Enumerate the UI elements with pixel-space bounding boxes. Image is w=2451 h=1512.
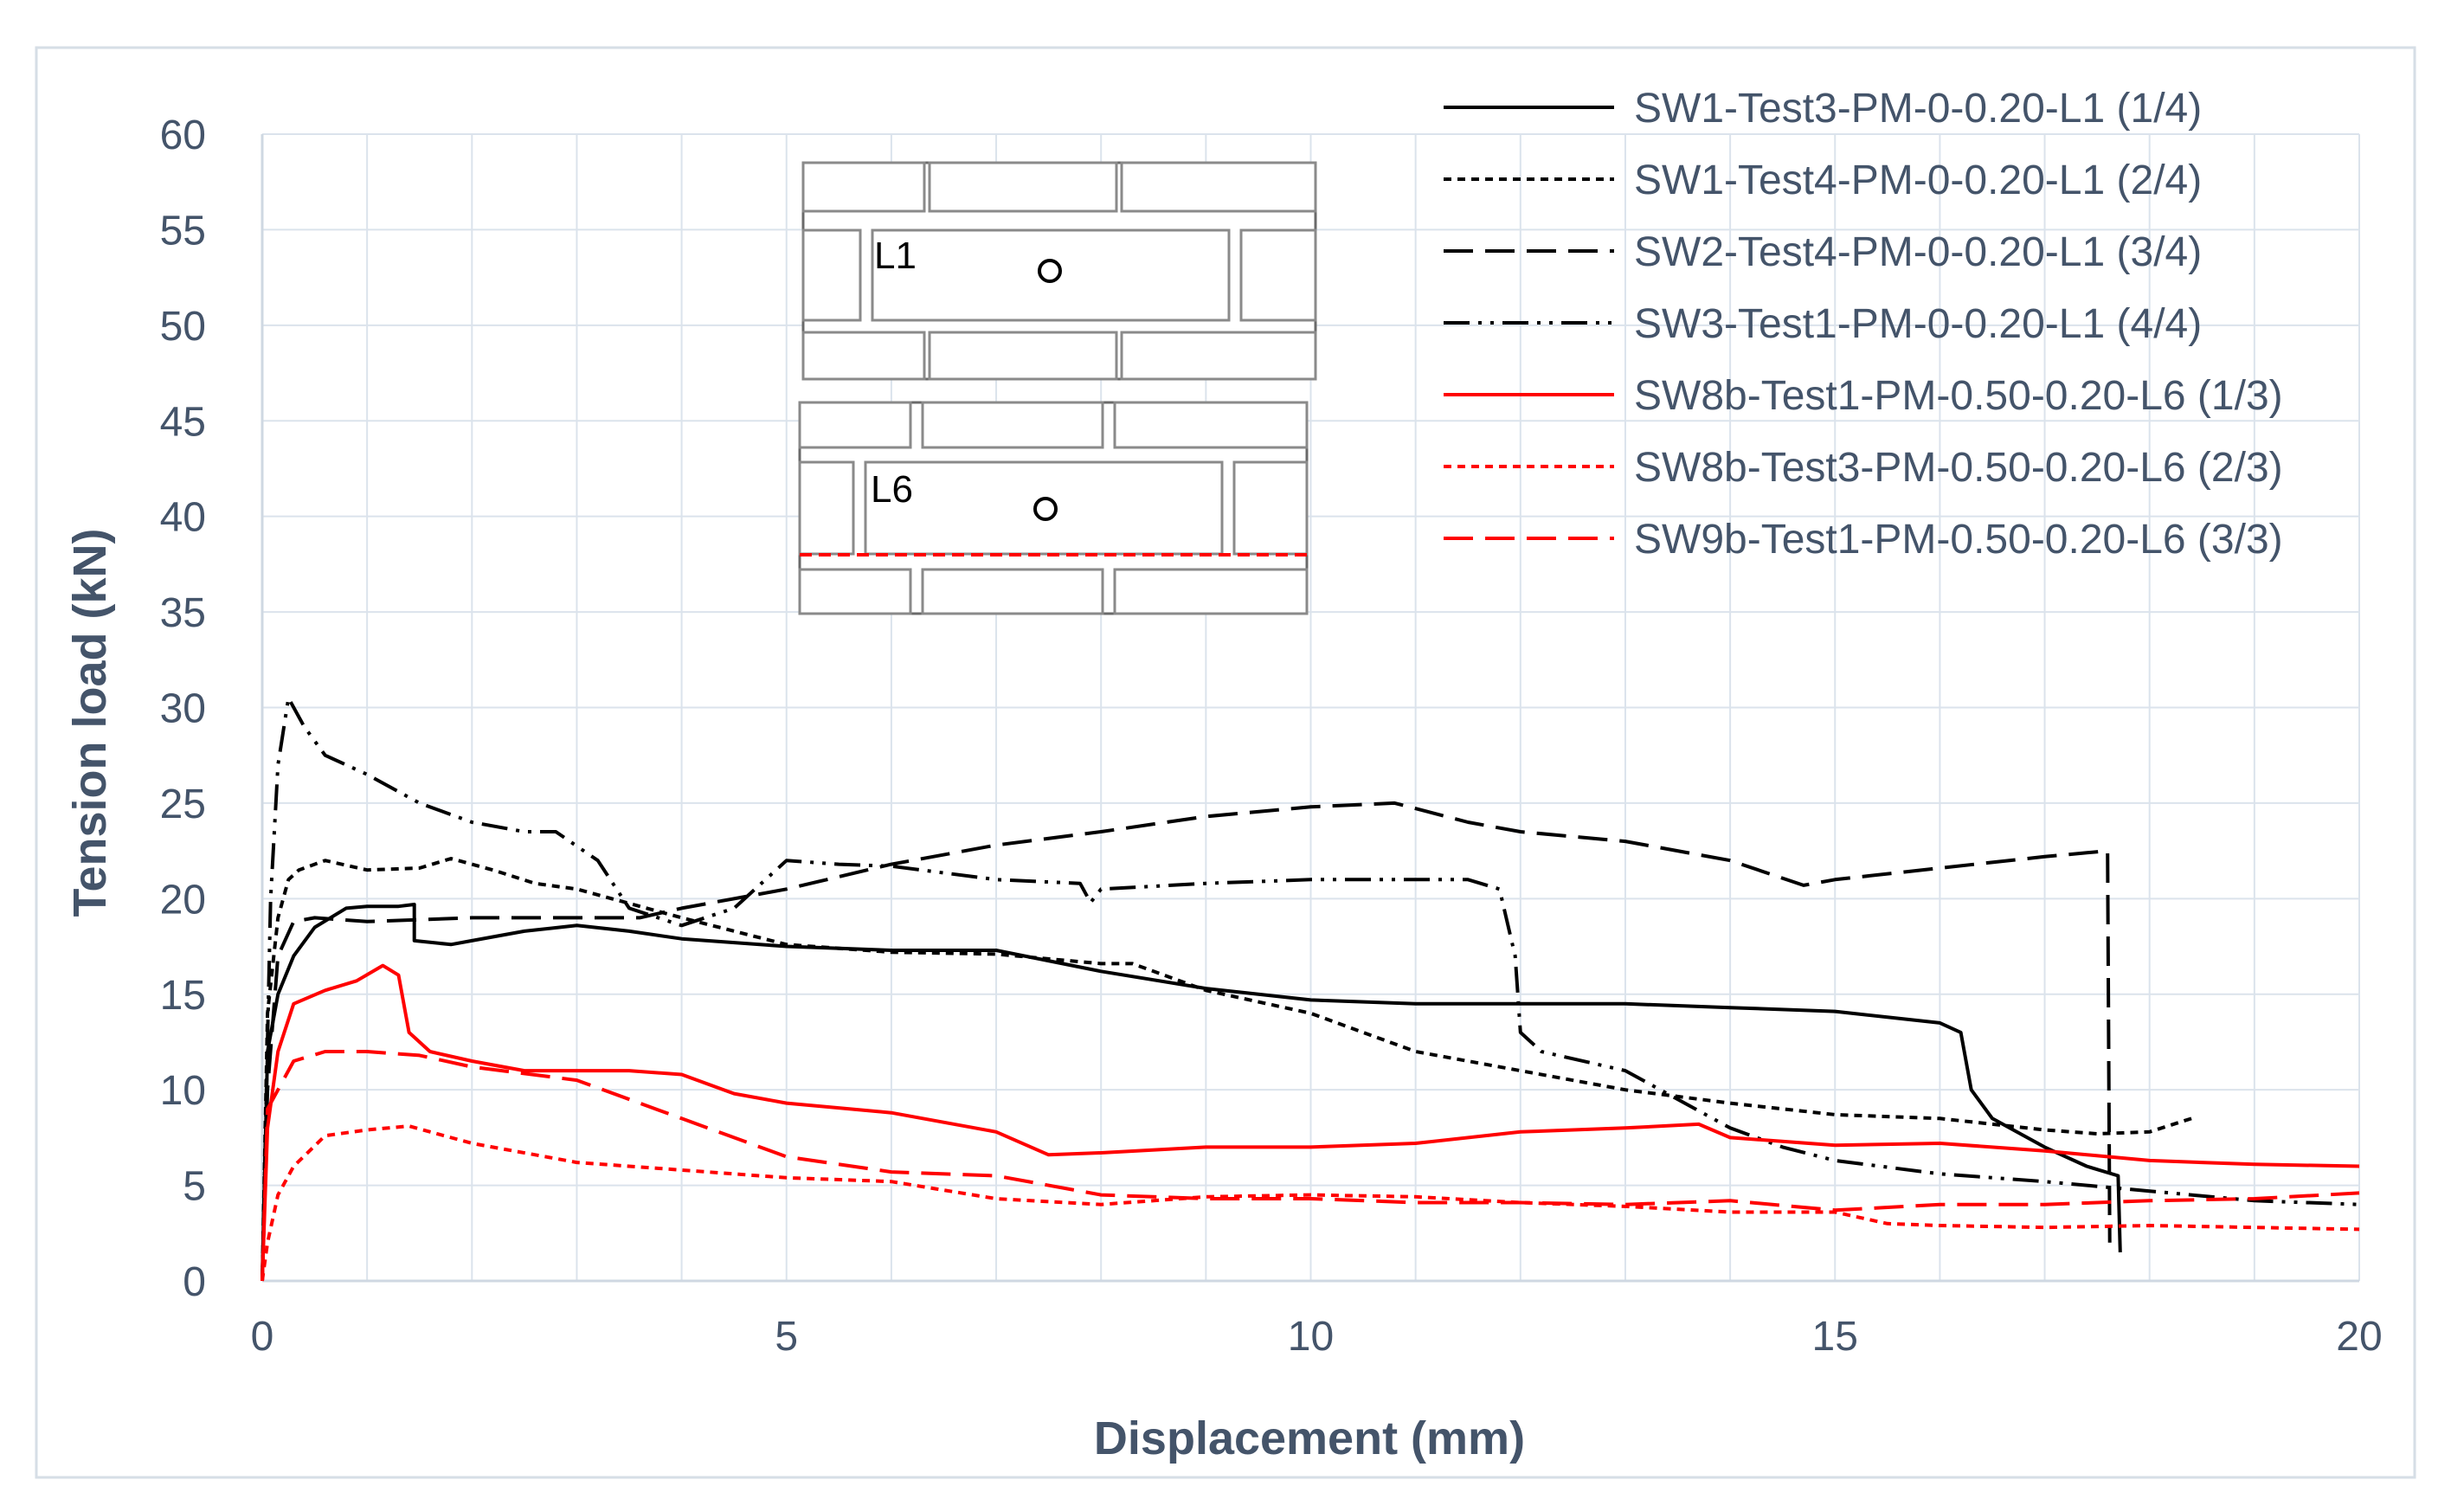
inset-brick [928, 161, 1118, 213]
y-tick-label: 30 [160, 686, 206, 732]
inset-diagram: L1 L6 [798, 161, 1317, 615]
inset-label-l6: L6 [871, 468, 913, 511]
series-lines [261, 696, 2360, 1282]
y-tick-label: 25 [160, 782, 206, 827]
legend-label: SW8b-Test3-PM-0.50-0.20-L6 (2/3) [1634, 445, 2283, 491]
legend-label: SW2-Test4-PM-0-0.20-L1 (3/4) [1634, 229, 2202, 275]
legend-label: SW9b-Test1-PM-0.50-0.20-L6 (3/3) [1634, 517, 2283, 563]
y-tick-label: 0 [183, 1259, 206, 1305]
inset-brick [798, 568, 912, 615]
inset-brick [798, 401, 912, 449]
series-line-3 [261, 801, 2112, 1282]
legend-label: SW1-Test3-PM-0-0.20-L1 (1/4) [1634, 86, 2202, 132]
inset-brick [1120, 331, 1317, 381]
y-tick-label: 15 [160, 973, 206, 1019]
legend-label: SW8b-Test1-PM-0.50-0.20-L6 (1/3) [1634, 373, 2283, 419]
x-tick-label: 15 [1812, 1314, 1858, 1360]
legend-label: SW1-Test4-PM-0-0.20-L1 (2/4) [1634, 158, 2202, 203]
legend: SW1-Test3-PM-0-0.20-L1 (1/4) SW1-Test4-PM… [1444, 86, 2283, 563]
y-tick-label: 10 [160, 1068, 206, 1114]
inset-brick [801, 331, 926, 381]
series-line-5 [261, 963, 2360, 1282]
y-tick-label: 40 [160, 495, 206, 541]
x-tick-label: 10 [1288, 1314, 1334, 1360]
series-line-1 [261, 903, 2122, 1282]
y-tick-label: 60 [160, 113, 206, 158]
y-tick-label: 20 [160, 877, 206, 923]
axes: 0 5 10 15 20 25 30 35 40 45 50 55 60 0 5 10 15 20 [160, 113, 2383, 1360]
y-tick-label: 5 [183, 1164, 206, 1210]
inset-brick [871, 228, 1231, 322]
inset-brick [1113, 568, 1309, 615]
inset-brick [1120, 161, 1317, 213]
series-line-7 [261, 1050, 2360, 1282]
inset-brick [801, 228, 862, 322]
inset-label-l1: L1 [874, 235, 917, 277]
inset-point-l6 [1033, 497, 1058, 521]
legend-label: SW3-Test1-PM-0-0.20-L1 (4/4) [1634, 301, 2202, 347]
x-axis-title: Displacement (mm) [1094, 1412, 1525, 1464]
inset-brick [1232, 460, 1309, 556]
inset-point-l1 [1038, 259, 1062, 283]
series-line-6 [261, 1124, 2360, 1282]
x-tick-label: 20 [2336, 1314, 2382, 1360]
y-axis-title: Tension load (kN) [64, 528, 116, 917]
inset-brick [928, 331, 1118, 381]
y-tick-label: 50 [160, 304, 206, 350]
inset-brick [801, 161, 926, 213]
x-tick-label: 5 [775, 1314, 798, 1360]
y-tick-label: 35 [160, 590, 206, 636]
y-tick-label: 45 [160, 399, 206, 445]
inset-brick [921, 401, 1104, 449]
series-line-4 [261, 696, 2360, 1282]
y-tick-label: 55 [160, 208, 206, 254]
inset-brick [921, 568, 1104, 615]
inset-brick [798, 460, 855, 556]
inset-brick [1113, 401, 1309, 449]
x-tick-label: 0 [251, 1314, 274, 1360]
inset-brick [1239, 228, 1317, 322]
